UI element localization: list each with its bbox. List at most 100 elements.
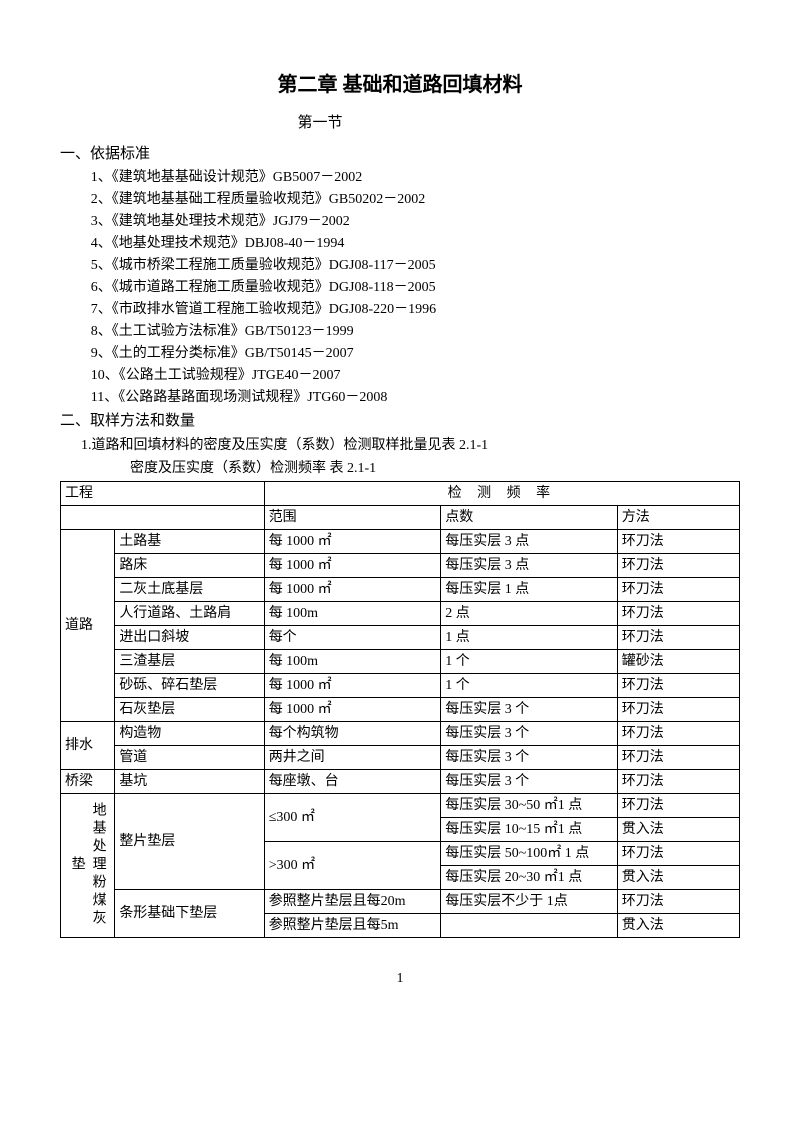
- cell: 砂砾、碎石垫层: [115, 673, 264, 697]
- cell: 环刀法: [617, 745, 739, 769]
- cell: 每 1000 ㎡: [264, 673, 441, 697]
- cell: 参照整片垫层且每20m: [264, 889, 441, 913]
- standards-list: 1、《建筑地基基础设计规范》GB5007－2002 2、《建筑地基基础工程质量验…: [91, 167, 740, 408]
- cell: 整片垫层: [115, 793, 264, 889]
- cell: ≤300 ㎡: [264, 793, 441, 841]
- cell: 每 100m: [264, 649, 441, 673]
- cell: 每压实层 20~30 ㎡1 点: [441, 865, 618, 889]
- cell: 石灰垫层: [115, 697, 264, 721]
- cell: 环刀法: [617, 697, 739, 721]
- table-row: 砂砾、碎石垫层 每 1000 ㎡ 1 个 环刀法: [61, 673, 740, 697]
- cell: 每压实层 3 个: [441, 769, 618, 793]
- cell: 每 1000 ㎡: [264, 697, 441, 721]
- header-method: 方法: [617, 505, 739, 529]
- sampling-item: 1.道路和回填材料的密度及压实度（系数）检测取样批量见表 2.1-1: [81, 435, 740, 456]
- cell: 2 点: [441, 601, 618, 625]
- section-title: 第一节: [0, 112, 740, 135]
- table-row: 三渣基层 每 100m 1 个 罐砂法: [61, 649, 740, 673]
- category-drain: 排水: [61, 721, 115, 769]
- cell: 贯入法: [617, 817, 739, 841]
- cell: 参照整片垫层且每5m: [264, 913, 441, 937]
- cell: 构造物: [115, 721, 264, 745]
- table-row: 石灰垫层 每 1000 ㎡ 每压实层 3 个 环刀法: [61, 697, 740, 721]
- cell: 每压实层 3 个: [441, 697, 618, 721]
- table-row: 地基处理粉煤灰垫 整片垫层 ≤300 ㎡ 每压实层 30~50 ㎡1 点 环刀法: [61, 793, 740, 817]
- table-row: 工程 检 测 频 率: [61, 481, 740, 505]
- cell: 每压实层 50~100㎡ 1 点: [441, 841, 618, 865]
- page-number: 1: [60, 968, 740, 989]
- standard-item: 1、《建筑地基基础设计规范》GB5007－2002: [91, 167, 740, 188]
- standard-item: 11、《公路路基路面现场测试规程》JTG60－2008: [91, 387, 740, 408]
- standards-heading: 一、依据标准: [60, 143, 740, 166]
- cell: 环刀法: [617, 721, 739, 745]
- standard-item: 10、《公路土工试验规程》JTGE40－2007: [91, 365, 740, 386]
- standard-item: 6、《城市道路工程施工质量验收规范》DGJ08-118－2005: [91, 277, 740, 298]
- category-road: 道路: [61, 529, 115, 721]
- cell: 环刀法: [617, 793, 739, 817]
- cell: 贯入法: [617, 865, 739, 889]
- cell: 罐砂法: [617, 649, 739, 673]
- cell: 环刀法: [617, 529, 739, 553]
- cell: 贯入法: [617, 913, 739, 937]
- standard-item: 7、《市政排水管道工程施工验收规范》DGJ08-220－1996: [91, 299, 740, 320]
- header-frequency: 检 测 频 率: [264, 481, 739, 505]
- header-project: 工程: [61, 481, 265, 505]
- category-ground: 地基处理粉煤灰垫: [61, 793, 115, 937]
- standard-item: 9、《土的工程分类标准》GB/T50145－2007: [91, 343, 740, 364]
- cell: 环刀法: [617, 889, 739, 913]
- table-row: 范围 点数 方法: [61, 505, 740, 529]
- cell: 每个: [264, 625, 441, 649]
- standard-item: 4、《地基处理技术规范》DBJ08-40－1994: [91, 233, 740, 254]
- cell: 基坑: [115, 769, 264, 793]
- cell: 路床: [115, 553, 264, 577]
- cell: 每压实层 10~15 ㎡1 点: [441, 817, 618, 841]
- cell: 每压实层 3 个: [441, 721, 618, 745]
- table-row: 管道 两井之间 每压实层 3 个 环刀法: [61, 745, 740, 769]
- sampling-heading: 二、取样方法和数量: [60, 410, 740, 433]
- chapter-title: 第二章 基础和道路回填材料: [60, 70, 740, 100]
- cell: 每 1000 ㎡: [264, 577, 441, 601]
- table-row: 排水 构造物 每个构筑物 每压实层 3 个 环刀法: [61, 721, 740, 745]
- cell: 每 1000 ㎡: [264, 529, 441, 553]
- standard-item: 3、《建筑地基处理技术规范》JGJ79－2002: [91, 211, 740, 232]
- cell: 每座墩、台: [264, 769, 441, 793]
- frequency-table: 工程 检 测 频 率 范围 点数 方法 道路 土路基 每 1000 ㎡ 每压实层…: [60, 481, 740, 938]
- cell: 环刀法: [617, 673, 739, 697]
- cell: 每压实层 3 个: [441, 745, 618, 769]
- cell: 每压实层不少于 1点: [441, 889, 618, 913]
- standard-item: 2、《建筑地基基础工程质量验收规范》GB50202－2002: [91, 189, 740, 210]
- table-caption: 密度及压实度（系数）检测频率 表 2.1-1: [130, 458, 740, 479]
- standard-item: 5、《城市桥梁工程施工质量验收规范》DGJ08-117－2005: [91, 255, 740, 276]
- cell: 管道: [115, 745, 264, 769]
- cell: 每压实层 3 点: [441, 529, 618, 553]
- category-bridge: 桥梁: [61, 769, 115, 793]
- header-points: 点数: [441, 505, 618, 529]
- cell: >300 ㎡: [264, 841, 441, 889]
- cell: 每压实层 3 点: [441, 553, 618, 577]
- table-row: 路床 每 1000 ㎡ 每压实层 3 点 环刀法: [61, 553, 740, 577]
- cell: 两井之间: [264, 745, 441, 769]
- cell: 二灰土底基层: [115, 577, 264, 601]
- cell: [441, 913, 618, 937]
- cell: 环刀法: [617, 553, 739, 577]
- table-row: 桥梁 基坑 每座墩、台 每压实层 3 个 环刀法: [61, 769, 740, 793]
- header-range: 范围: [264, 505, 441, 529]
- table-row: 道路 土路基 每 1000 ㎡ 每压实层 3 点 环刀法: [61, 529, 740, 553]
- cell: 环刀法: [617, 841, 739, 865]
- cell: [61, 505, 265, 529]
- cell: 土路基: [115, 529, 264, 553]
- table-row: 条形基础下垫层 参照整片垫层且每20m 每压实层不少于 1点 环刀法: [61, 889, 740, 913]
- cell: 环刀法: [617, 625, 739, 649]
- cell: 人行道路、土路肩: [115, 601, 264, 625]
- table-row: 二灰土底基层 每 1000 ㎡ 每压实层 1 点 环刀法: [61, 577, 740, 601]
- cell: 环刀法: [617, 577, 739, 601]
- cell: 每压实层 30~50 ㎡1 点: [441, 793, 618, 817]
- cell: 进出口斜坡: [115, 625, 264, 649]
- cell: 三渣基层: [115, 649, 264, 673]
- cell: 每个构筑物: [264, 721, 441, 745]
- cell: 条形基础下垫层: [115, 889, 264, 937]
- cell: 1 个: [441, 673, 618, 697]
- standard-item: 8、《土工试验方法标准》GB/T50123－1999: [91, 321, 740, 342]
- table-row: 进出口斜坡 每个 1 点 环刀法: [61, 625, 740, 649]
- table-row: 人行道路、土路肩 每 100m 2 点 环刀法: [61, 601, 740, 625]
